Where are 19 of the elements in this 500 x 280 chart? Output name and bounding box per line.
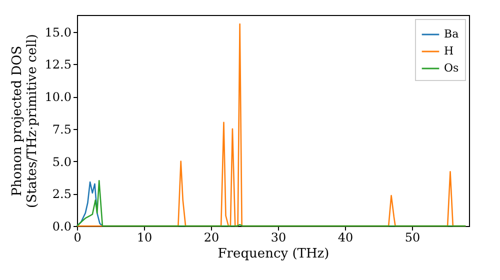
- y-tick-label: 0.0: [52, 220, 72, 234]
- x-tick-label: 40: [338, 230, 354, 244]
- y-tick-label: 5.0: [52, 154, 72, 169]
- y-tick-label: 7.5: [52, 122, 72, 136]
- y-tick-label: 12.5: [44, 58, 72, 72]
- line-series: [76, 180, 466, 227]
- x-tick-label: 10: [136, 230, 152, 244]
- x-tick-label: 20: [204, 230, 220, 244]
- y-axis-title: Phonon projected DOS (States/THz·primitive cell): [10, 34, 40, 208]
- legend-label: Os: [444, 62, 460, 74]
- y-tick-label: 15.0: [44, 25, 72, 40]
- x-tick-label: 50: [404, 230, 420, 244]
- y-tick-label: 10.0: [44, 90, 72, 104]
- legend-label: Ba: [444, 28, 460, 40]
- x-tick-label: 0: [74, 230, 82, 244]
- x-tick-label: 30: [270, 230, 286, 244]
- x-axis-title: Frequency (THz): [218, 246, 330, 262]
- y-tick-label: 2.5: [52, 187, 72, 202]
- legend-label: H: [444, 44, 454, 58]
